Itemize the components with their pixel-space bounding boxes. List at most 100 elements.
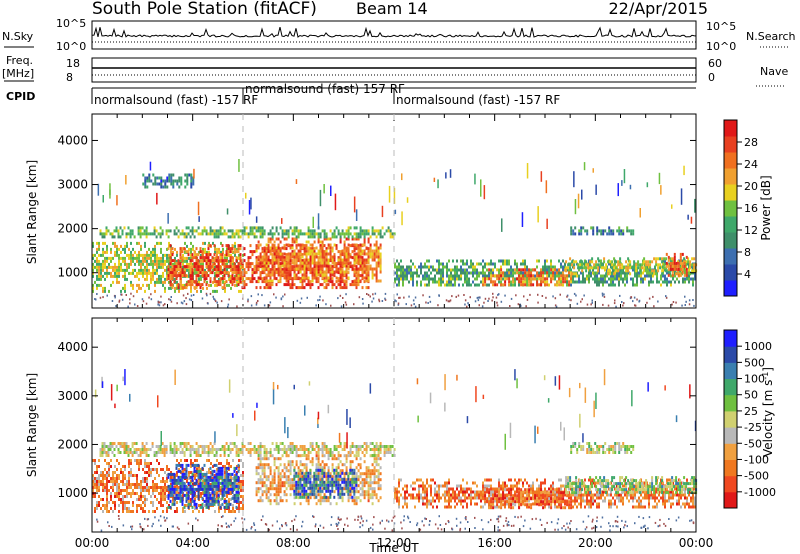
heatmap-cell bbox=[154, 262, 156, 266]
heatmap-cell bbox=[297, 243, 300, 247]
heatmap-cell bbox=[96, 507, 98, 510]
heatmap-cell bbox=[209, 244, 212, 248]
heatmap-cell bbox=[645, 263, 648, 267]
heatmap-cell bbox=[524, 268, 527, 272]
heatmap-cell bbox=[564, 265, 566, 269]
heatmap-cell bbox=[301, 259, 304, 263]
heatmap-cell bbox=[466, 268, 468, 272]
heatmap-cell bbox=[226, 489, 228, 492]
heatmap-cell bbox=[508, 259, 510, 263]
heatmap-cell bbox=[685, 260, 688, 264]
heatmap-cell bbox=[176, 179, 179, 183]
heatmap-cell bbox=[226, 283, 228, 287]
heatmap-cell bbox=[104, 277, 106, 281]
heatmap-cell bbox=[313, 268, 316, 272]
heatmap-cell bbox=[172, 498, 174, 501]
heatmap-cell bbox=[663, 263, 666, 267]
heatmap-cell bbox=[391, 232, 394, 236]
heatmap-cell bbox=[234, 253, 236, 257]
heatmap-cell bbox=[575, 272, 578, 276]
heatmap-cell bbox=[335, 270, 338, 274]
freq-unit: [MHz] bbox=[2, 67, 34, 80]
heatmap-cell bbox=[277, 246, 280, 250]
heatmap-cell bbox=[333, 235, 336, 239]
heatmap-cell bbox=[168, 176, 171, 180]
heatmap-cell bbox=[508, 268, 510, 272]
heatmap-cell bbox=[458, 277, 460, 281]
heatmap-cell bbox=[179, 469, 182, 473]
heatmap-cell bbox=[208, 283, 210, 287]
heatmap-cell bbox=[201, 253, 204, 257]
heatmap-cell bbox=[207, 232, 210, 236]
heatmap-cell bbox=[148, 286, 150, 290]
heatmap-cell bbox=[136, 462, 138, 465]
heatmap-cell bbox=[672, 277, 674, 281]
heatmap-cell bbox=[121, 229, 124, 233]
heatmap-cell bbox=[176, 486, 178, 489]
heatmap-cell bbox=[228, 259, 230, 263]
heatmap-cell bbox=[206, 286, 208, 290]
heatmap-noise bbox=[150, 298, 153, 301]
heatmap-cell bbox=[164, 495, 166, 498]
heatmap-cell bbox=[327, 252, 330, 256]
heatmap-cell bbox=[104, 256, 106, 260]
heatmap-cell bbox=[689, 263, 692, 267]
heatmap-cell bbox=[205, 496, 208, 500]
heatmap-noise bbox=[484, 297, 487, 300]
heatmap-cell bbox=[197, 271, 200, 275]
heatmap-cell bbox=[218, 277, 220, 281]
heatmap-cell bbox=[498, 277, 501, 281]
heatmap-cell bbox=[456, 265, 458, 269]
heatmap-cell bbox=[249, 244, 252, 248]
heatmap-cell bbox=[181, 250, 184, 254]
heatmap-cell bbox=[432, 280, 434, 284]
heatmap-cell bbox=[173, 502, 176, 506]
heatmap-noise bbox=[523, 295, 525, 298]
heatmap-cell bbox=[550, 277, 553, 281]
heatmap-cell bbox=[536, 283, 539, 287]
heatmap-cell bbox=[145, 229, 148, 233]
heatmap-cell bbox=[677, 264, 680, 268]
heatmap-cell bbox=[220, 256, 222, 260]
heatmap-cell bbox=[406, 268, 408, 272]
heatmap-cell bbox=[122, 465, 124, 468]
heatmap-cell bbox=[169, 478, 172, 482]
heatmap-cell bbox=[205, 274, 208, 278]
heatmap-cell bbox=[416, 271, 418, 275]
heatmap-cell bbox=[203, 484, 206, 488]
heatmap-cell bbox=[671, 273, 674, 277]
heatmap-streak bbox=[433, 177, 436, 182]
heatmap-cell bbox=[199, 505, 202, 509]
heatmap-cell bbox=[188, 474, 190, 477]
heatmap-noise bbox=[212, 295, 214, 298]
heatmap-cell bbox=[337, 283, 340, 287]
heatmap-cell bbox=[104, 265, 106, 269]
heatmap-cell bbox=[325, 247, 328, 251]
heatmap-cell bbox=[194, 271, 196, 275]
heatmap-cell bbox=[136, 486, 138, 489]
heatmap-cell bbox=[313, 252, 316, 256]
heatmap-cell bbox=[166, 474, 168, 477]
heatmap-cell bbox=[140, 244, 142, 248]
heatmap-cell bbox=[434, 280, 436, 284]
heatmap-cell bbox=[213, 253, 216, 257]
heatmap-cell bbox=[462, 283, 464, 287]
heatmap-cell bbox=[323, 270, 326, 274]
heatmap-cell bbox=[375, 229, 378, 233]
heatmap-cell bbox=[636, 271, 638, 275]
heatmap-cell bbox=[291, 267, 294, 271]
velocity-heatmap-cells bbox=[92, 369, 698, 532]
heatmap-cell bbox=[689, 266, 692, 270]
heatmap-cell bbox=[194, 268, 196, 272]
heatmap-cell bbox=[621, 269, 624, 273]
heatmap-cell bbox=[104, 507, 106, 510]
heatmap-cell bbox=[508, 262, 510, 266]
heatmap-cell bbox=[181, 271, 184, 275]
heatmap-cell bbox=[215, 280, 218, 284]
heatmap-cell bbox=[574, 226, 577, 230]
heatmap-cell bbox=[160, 250, 162, 254]
heatmap-cell bbox=[144, 498, 146, 501]
heatmap-cell bbox=[512, 283, 514, 287]
heatmap-cell bbox=[192, 262, 194, 266]
heatmap-cell bbox=[597, 266, 600, 270]
